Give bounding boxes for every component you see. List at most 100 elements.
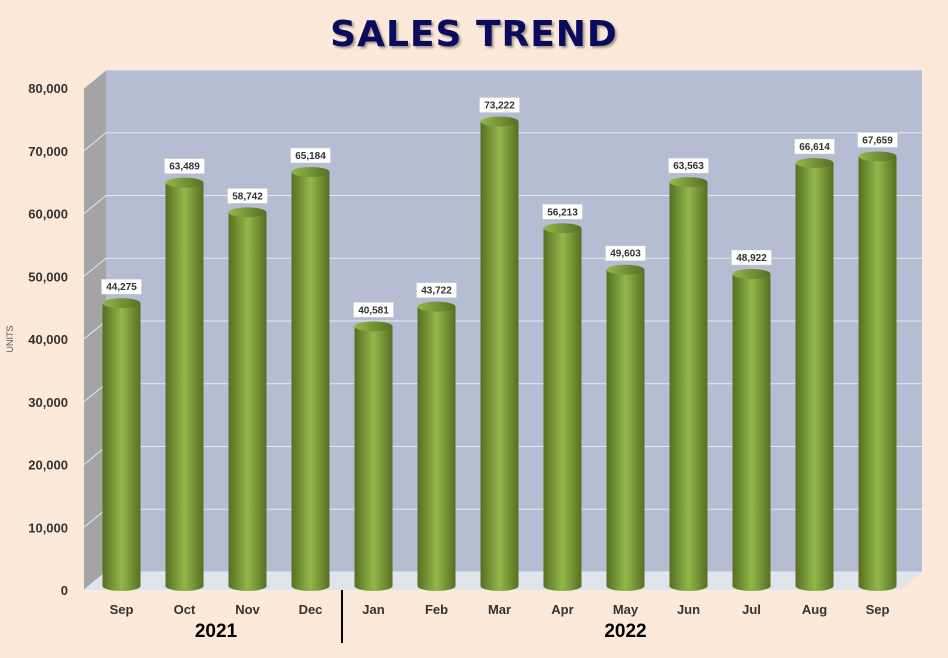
x-tick-label: Nov bbox=[235, 602, 260, 617]
gridline-side bbox=[83, 132, 107, 152]
bar-body bbox=[417, 306, 456, 591]
y-tick-label: 50,000 bbox=[28, 269, 68, 284]
data-label: 56,213 bbox=[547, 207, 578, 218]
bar-body bbox=[228, 212, 267, 591]
bar-cap bbox=[354, 321, 393, 332]
gridline-side bbox=[83, 69, 107, 89]
bars bbox=[102, 116, 897, 592]
labels: 0 10,000 20,000 30,000 40,000 50,000 60,000 70,… bbox=[5, 81, 898, 643]
bar-body bbox=[732, 274, 771, 591]
bar-cap bbox=[165, 177, 204, 188]
data-label: 65,184 bbox=[295, 151, 326, 162]
bar bbox=[606, 264, 645, 591]
bar bbox=[480, 116, 519, 591]
bar-body bbox=[480, 121, 519, 591]
bar bbox=[165, 177, 204, 592]
data-label-box bbox=[857, 132, 898, 148]
x-tick-label: Aug bbox=[802, 602, 827, 617]
bar-body bbox=[165, 182, 204, 592]
data-label: 40,581 bbox=[358, 305, 389, 316]
gridline-side bbox=[83, 508, 107, 528]
bar-cap bbox=[291, 166, 330, 177]
x-tick-label: Mar bbox=[488, 602, 511, 617]
bar bbox=[858, 151, 897, 592]
data-label-box bbox=[605, 245, 646, 261]
x-tick-label: Dec bbox=[299, 602, 323, 617]
bar-cap bbox=[795, 157, 834, 168]
x-tick-label: Feb bbox=[425, 602, 448, 617]
bar-cap bbox=[480, 116, 519, 127]
chart-title: SALES TREND bbox=[330, 14, 618, 55]
x-tick-label: Jul bbox=[742, 602, 761, 617]
data-label-box bbox=[794, 138, 835, 155]
x-tick-label: May bbox=[613, 602, 639, 617]
data-label-box bbox=[542, 204, 583, 220]
data-label: 49,603 bbox=[610, 249, 641, 260]
y-tick-label: 80,000 bbox=[28, 81, 68, 96]
data-label: 67,659 bbox=[862, 135, 893, 146]
bar-body bbox=[354, 326, 393, 591]
x-tick-label: Apr bbox=[551, 602, 573, 617]
y-tick-label: 10,000 bbox=[28, 520, 68, 535]
gridline-side bbox=[83, 571, 107, 591]
y-tick-label: 60,000 bbox=[28, 207, 68, 222]
data-label-box bbox=[479, 97, 520, 113]
y-tick-label: 40,000 bbox=[28, 332, 68, 347]
bar-cap bbox=[102, 298, 141, 309]
gridline-side bbox=[83, 446, 107, 465]
gridline-side bbox=[83, 257, 107, 277]
bar-body bbox=[795, 162, 834, 592]
bar bbox=[543, 223, 582, 591]
data-label: 44,275 bbox=[106, 282, 137, 293]
bar-cap bbox=[732, 269, 771, 280]
bar-body bbox=[606, 269, 645, 591]
data-label: 58,742 bbox=[232, 191, 263, 202]
bar bbox=[291, 166, 330, 591]
bar-body bbox=[858, 156, 897, 592]
data-label-box bbox=[416, 282, 457, 298]
data-label: 73,222 bbox=[484, 101, 515, 112]
bar-body bbox=[102, 303, 141, 591]
bar-cap bbox=[417, 301, 456, 312]
gridline-side bbox=[83, 383, 107, 403]
y-tick-label: 30,000 bbox=[28, 395, 68, 410]
x-tick-label: Jun bbox=[677, 602, 700, 617]
data-label-box bbox=[101, 278, 142, 295]
y-tick-label: 70,000 bbox=[28, 144, 68, 159]
bar-body bbox=[543, 228, 582, 591]
y-tick-label: 0 bbox=[61, 583, 68, 598]
data-label-box bbox=[353, 302, 394, 318]
data-label: 63,489 bbox=[169, 162, 200, 173]
bar bbox=[795, 157, 834, 592]
data-label-box bbox=[731, 249, 772, 266]
y-axis-title: UNITS bbox=[5, 326, 15, 353]
bar bbox=[732, 269, 771, 591]
gridline-side bbox=[83, 195, 107, 214]
data-label-box bbox=[290, 147, 331, 164]
gridline-side bbox=[83, 320, 107, 340]
group-label: 2021 bbox=[195, 621, 238, 642]
bar bbox=[228, 207, 267, 591]
bar bbox=[669, 177, 708, 591]
bar-cap bbox=[228, 207, 267, 218]
data-label-box bbox=[227, 188, 268, 204]
data-label-box bbox=[164, 158, 205, 174]
data-label: 48,922 bbox=[736, 253, 767, 264]
data-label: 43,722 bbox=[421, 286, 452, 297]
bar-body bbox=[291, 171, 330, 591]
bar bbox=[102, 298, 141, 591]
group-label: 2022 bbox=[604, 621, 646, 642]
bar-cap bbox=[858, 151, 897, 162]
bar-cap bbox=[669, 177, 708, 188]
x-tick-label: Oct bbox=[174, 602, 196, 617]
data-label: 63,563 bbox=[673, 161, 704, 172]
bar-cap bbox=[543, 223, 582, 234]
bar bbox=[354, 321, 393, 591]
y-tick-label: 20,000 bbox=[28, 458, 68, 473]
bar-body bbox=[669, 182, 708, 591]
x-tick-label: Sep bbox=[866, 602, 890, 617]
x-tick-label: Sep bbox=[110, 602, 134, 617]
bar-cap bbox=[606, 264, 645, 275]
x-tick-label: Jan bbox=[362, 602, 384, 617]
